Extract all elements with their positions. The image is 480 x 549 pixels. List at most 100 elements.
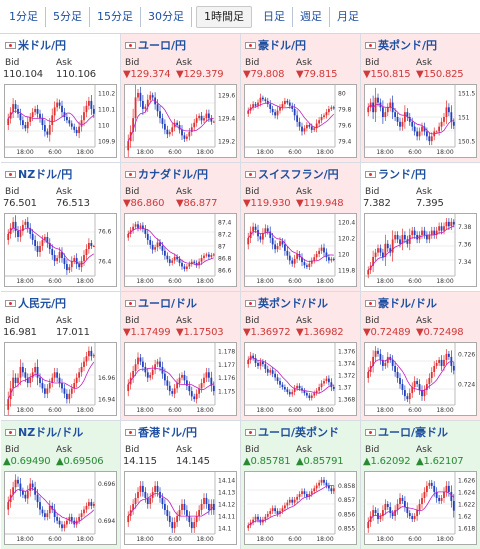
candle bbox=[305, 125, 308, 129]
pair-card-zar-jpy[interactable]: ランド/円 Bid Ask 7.382 7.395 7.38 7.36 7.34 18:00 6:… bbox=[361, 163, 480, 291]
candle bbox=[203, 255, 205, 259]
candle bbox=[163, 504, 166, 511]
pair-card-nzd-usd[interactable]: NZドル/ドル Bid Ask ▲0.69490 ▲0.69506 0.696 0.694 1… bbox=[1, 421, 120, 549]
tab-5min[interactable]: 5分足 bbox=[46, 6, 90, 27]
pair-card-eur-gbp[interactable]: ユーロ/英ポンド Bid Ask ▲0.85781 ▲0.85791 0.858 0.857… bbox=[241, 421, 360, 549]
pair-link[interactable]: 英ポンド/ドル bbox=[245, 295, 328, 311]
candle bbox=[51, 249, 54, 256]
candle bbox=[181, 375, 183, 378]
pair-card-hkd-jpy[interactable]: 香港ドル/円 Bid Ask 14.115 14.145 14.14 14.13 14.12 1… bbox=[121, 421, 240, 549]
candle bbox=[29, 117, 32, 122]
candle bbox=[296, 385, 299, 389]
candle bbox=[296, 115, 299, 122]
candle bbox=[146, 233, 149, 240]
tab-1min[interactable]: 1分足 bbox=[2, 6, 46, 27]
pair-link[interactable]: 豪ドル/ドル bbox=[365, 295, 437, 311]
pair-link[interactable]: 人民元/円 bbox=[5, 295, 66, 311]
tab-weekly[interactable]: 週足 bbox=[293, 6, 330, 27]
mini-chart[interactable]: 7.38 7.36 7.34 18:00 6:00 18:00 bbox=[364, 213, 477, 287]
mini-chart[interactable]: 16.96 16.94 18:00 6:00 18:00 bbox=[4, 342, 117, 416]
tab-1hour[interactable]: 1時間足 bbox=[196, 5, 252, 28]
candle bbox=[48, 125, 51, 135]
pair-link[interactable]: ユーロ/ドル bbox=[125, 295, 197, 311]
candle bbox=[12, 487, 15, 495]
candle bbox=[264, 364, 267, 369]
moving-average-line bbox=[127, 367, 214, 391]
pair-link[interactable]: カナダドル/円 bbox=[125, 166, 208, 182]
pair-link[interactable]: 英ポンド/円 bbox=[365, 37, 437, 53]
ask-label: Ask bbox=[176, 58, 193, 68]
mini-chart[interactable]: 120.4 120.2 120 119.8 18:00 6:00 18:00 bbox=[244, 213, 357, 287]
y-tick-label: 1.176 bbox=[218, 375, 235, 382]
candle bbox=[384, 243, 387, 257]
candle bbox=[308, 494, 311, 497]
pair-card-eur-aud[interactable]: ユーロ/豪ドル Bid Ask ▲1.62092 ▲1.62107 1.626 1.624 1… bbox=[361, 421, 480, 549]
candle bbox=[176, 383, 179, 389]
candle bbox=[173, 388, 176, 394]
candle bbox=[137, 224, 139, 228]
pair-card-eur-usd[interactable]: ユーロ/ドル Bid Ask ▼1.17499 ▼1.17503 1.178 1.177 1.… bbox=[121, 292, 240, 420]
tab-daily[interactable]: 日足 bbox=[256, 6, 293, 27]
pair-card-eur-jpy[interactable]: ユーロ/円 Bid Ask ▼129.374 ▼129.379 129.6 129.4 129… bbox=[121, 34, 240, 162]
mini-chart[interactable]: 0.696 0.694 18:00 6:00 18:00 bbox=[4, 471, 117, 545]
pair-card-gbp-jpy[interactable]: 英ポンド/円 Bid Ask ▼150.815 ▼150.825 151.5 151 150.… bbox=[361, 34, 480, 162]
pair-link[interactable]: 米ドル/円 bbox=[5, 37, 66, 53]
pair-card-chf-jpy[interactable]: スイスフラン/円 Bid Ask ▼119.930 ▼119.948 120.4 120.2… bbox=[241, 163, 360, 291]
candle bbox=[325, 252, 328, 258]
mini-chart[interactable]: 14.14 14.13 14.12 14.11 14.1 18:00 6:00 18:00 bbox=[124, 471, 237, 545]
mini-chart[interactable]: 1.376 1.374 1.372 1.37 1.368 18:00 6:00 18:00 bbox=[244, 342, 357, 416]
pair-card-usd-jpy[interactable]: 米ドル/円 Bid Ask 110.104 110.106 110.2 110.1 110 10… bbox=[1, 34, 120, 162]
pair-link[interactable]: ランド/円 bbox=[365, 166, 426, 182]
moving-average-line bbox=[367, 491, 455, 523]
candle bbox=[70, 388, 73, 394]
pair-card-cny-jpy[interactable]: 人民元/円 Bid Ask 16.981 17.011 16.96 16.94 18:00 6:… bbox=[1, 292, 120, 420]
pair-link[interactable]: NZドル/円 bbox=[5, 166, 72, 182]
pair-card-aud-usd[interactable]: 豪ドル/ドル Bid Ask ▼0.72489 ▼0.72498 0.726 0.724 18… bbox=[361, 292, 480, 420]
candle bbox=[203, 497, 205, 504]
candle bbox=[303, 491, 306, 495]
pair-card-gbp-usd[interactable]: 英ポンド/ドル Bid Ask ▼1.36972 ▼1.36982 1.376 1.374 1… bbox=[241, 292, 360, 420]
mini-chart[interactable]: 1.178 1.177 1.176 1.175 18:00 6:00 18:00 bbox=[124, 342, 237, 416]
mini-chart[interactable]: 87.4 87.2 87 86.8 86.6 18:00 6:00 18:00 bbox=[124, 213, 237, 287]
candle bbox=[166, 129, 169, 135]
tab-monthly[interactable]: 月足 bbox=[337, 9, 359, 23]
pair-card-nzd-jpy[interactable]: NZドル/円 Bid Ask 76.501 76.513 76.6 76.4 18:00 6:0… bbox=[1, 163, 120, 291]
candle bbox=[19, 366, 22, 378]
tab-15min[interactable]: 15分足 bbox=[90, 6, 141, 27]
pair-link[interactable]: ユーロ/円 bbox=[125, 37, 186, 53]
candle bbox=[61, 383, 63, 389]
pair-link[interactable]: 豪ドル/円 bbox=[245, 37, 306, 53]
y-tick-label: 1.624 bbox=[458, 489, 475, 496]
mini-chart[interactable]: 129.6 129.4 129.2 18:00 6:00 18:00 bbox=[124, 84, 237, 158]
mini-chart[interactable]: 151.5 151 150.5 18:00 6:00 18:00 bbox=[364, 84, 477, 158]
mini-chart[interactable]: 80 79.8 79.6 79.4 18:00 6:00 18:00 bbox=[244, 84, 357, 158]
x-tick-label: 6:00 bbox=[48, 536, 62, 543]
mini-chart[interactable]: 0.726 0.724 18:00 6:00 18:00 bbox=[364, 342, 477, 416]
mini-chart[interactable]: 1.626 1.624 1.622 1.62 1.618 18:00 6:00 18:00 bbox=[364, 471, 477, 545]
pair-link[interactable]: ユーロ/豪ドル bbox=[365, 424, 448, 440]
candle bbox=[144, 491, 147, 498]
tab-30min[interactable]: 30分足 bbox=[141, 6, 192, 27]
candle bbox=[195, 118, 198, 123]
y-tick-label: 0.856 bbox=[338, 511, 355, 518]
candle bbox=[78, 264, 81, 268]
pair-link[interactable]: スイスフラン/円 bbox=[245, 166, 339, 182]
bid-label: Bid bbox=[365, 187, 380, 197]
candle bbox=[134, 364, 137, 371]
candle bbox=[279, 511, 281, 514]
pair-card-aud-jpy[interactable]: 豪ドル/円 Bid Ask ▼79.808 ▼79.815 80 79.8 79.6 79.4 1… bbox=[241, 34, 360, 162]
candle bbox=[399, 121, 401, 127]
mini-chart[interactable]: 76.6 76.4 18:00 6:00 18:00 bbox=[4, 213, 117, 287]
bid-value: 7.382 bbox=[363, 198, 391, 209]
mini-chart[interactable]: 110.2 110.1 110 109.9 18:00 6:00 18:00 bbox=[4, 84, 117, 158]
mini-chart[interactable]: 0.858 0.857 0.856 0.855 18:00 6:00 18:00 bbox=[244, 471, 357, 545]
candle bbox=[303, 262, 306, 266]
pair-link[interactable]: 香港ドル/円 bbox=[125, 424, 197, 440]
pair-link[interactable]: NZドル/ドル bbox=[5, 424, 83, 440]
candle bbox=[386, 243, 389, 249]
pair-link[interactable]: ユーロ/英ポンド bbox=[245, 424, 339, 440]
candle bbox=[440, 121, 443, 127]
pair-card-cad-jpy[interactable]: カナダドル/円 Bid Ask ▼86.860 ▼86.877 87.4 87.2 87 86.… bbox=[121, 163, 240, 291]
candle bbox=[298, 385, 301, 389]
candle bbox=[14, 221, 17, 231]
